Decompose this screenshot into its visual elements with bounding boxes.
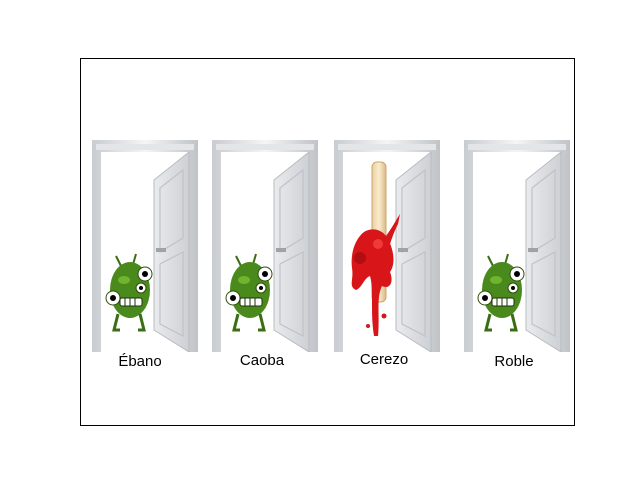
door-caoba[interactable] [212,140,318,352]
door-ebano[interactable] [92,140,198,352]
door-label-roble: Roble [454,353,574,370]
door-label-caoba: Caoba [202,352,322,369]
green-monster-icon [92,140,198,352]
green-monster-icon [212,140,318,352]
door-label-ebano: Ébano [80,353,200,370]
door-roble[interactable] [464,140,570,352]
door-cerezo[interactable] [334,140,440,352]
door-label-cerezo: Cerezo [324,351,444,368]
red-splat-stick-icon [334,140,440,352]
green-monster-icon [464,140,570,352]
